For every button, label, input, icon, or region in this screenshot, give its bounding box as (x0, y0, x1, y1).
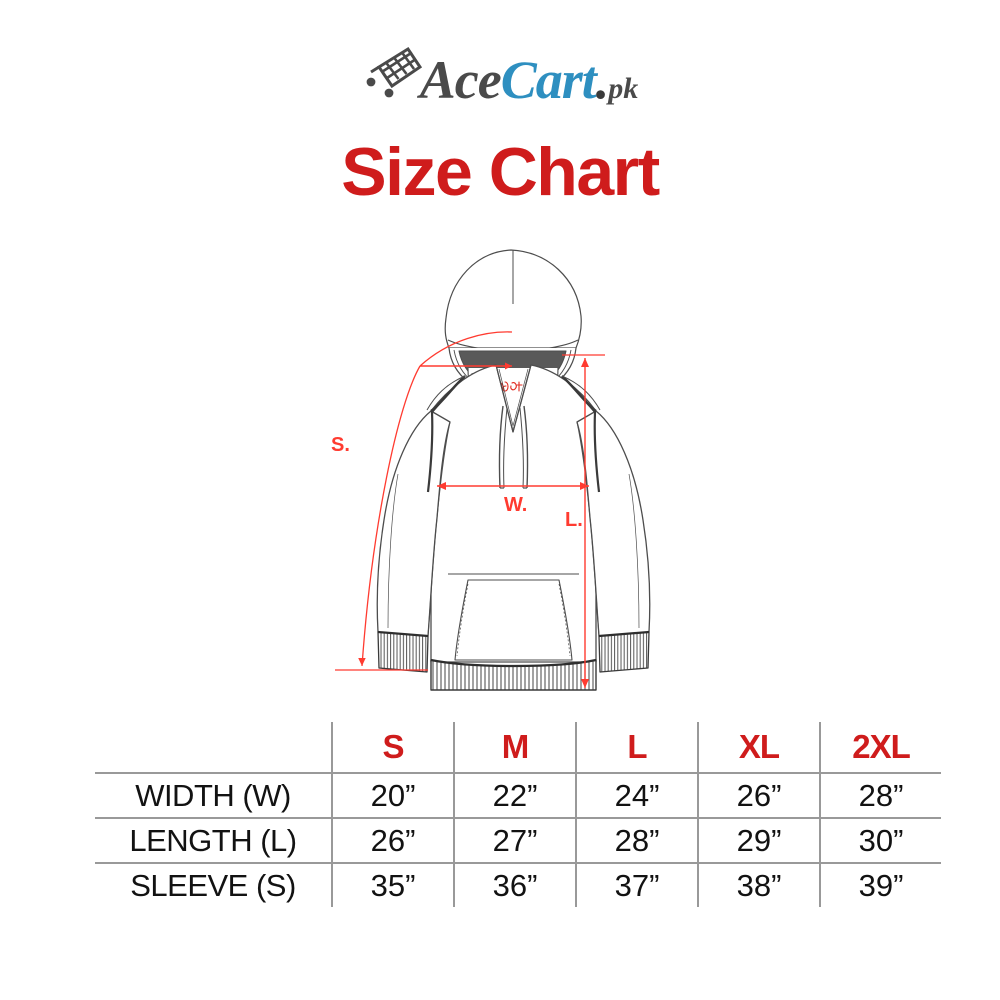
brand-cart-text: Cart (500, 50, 597, 110)
table-header-row: S M L XL 2XL (95, 722, 941, 773)
size-header-l: L (575, 722, 698, 773)
row-label-length: LENGTH (L) (95, 817, 332, 863)
cell-sleeve-s: 35” (331, 862, 454, 907)
brand-logo: AceCart.pk (0, 44, 1000, 116)
table-row: LENGTH (L) 26” 27” 28” 29” 30” (95, 817, 941, 863)
table-row: WIDTH (W) 20” 22” 24” 26” 28” (95, 772, 941, 818)
sleeve-measure-label: S. (331, 434, 350, 456)
size-header-m: M (453, 722, 576, 773)
row-label-sleeve: SLEEVE (S) (95, 862, 332, 907)
cell-sleeve-m: 36” (453, 862, 576, 907)
shopping-cart-icon (362, 45, 424, 103)
cell-width-2xl: 28” (819, 772, 941, 818)
cell-width-l: 24” (575, 772, 698, 818)
table-row: SLEEVE (S) 35” 36” 37” 38” 39” (95, 862, 941, 907)
width-measure-label: W. (504, 494, 527, 516)
cell-sleeve-l: 37” (575, 862, 698, 907)
cell-sleeve-2xl: 39” (819, 862, 941, 907)
cell-length-s: 26” (331, 817, 454, 863)
size-header-s: S (331, 722, 454, 773)
cell-length-xl: 29” (697, 817, 820, 863)
cell-sleeve-xl: 38” (697, 862, 820, 907)
brand-tld-text: pk (608, 72, 639, 105)
cell-length-l: 28” (575, 817, 698, 863)
brand-wordmark: AceCart.pk (420, 53, 639, 107)
table-corner-cell (95, 722, 332, 773)
brand-dot: . (595, 50, 609, 110)
length-measure-label: L. (565, 509, 583, 531)
brand-ace-text: Ace (419, 50, 502, 110)
size-chart-table: S M L XL 2XL WIDTH (W) 20” 22” 24” 26” 2… (95, 722, 941, 907)
cell-width-s: 20” (331, 772, 454, 818)
size-header-xl: XL (697, 722, 820, 773)
cell-width-m: 22” (453, 772, 576, 818)
size-header-2xl: 2XL (819, 722, 941, 773)
cell-width-xl: 26” (697, 772, 820, 818)
row-label-width: WIDTH (W) (95, 772, 332, 818)
hoodie-technical-drawing: S. W. L. (300, 236, 720, 706)
page-title: Size Chart (341, 134, 660, 210)
cell-length-2xl: 30” (819, 817, 941, 863)
cell-length-m: 27” (453, 817, 576, 863)
